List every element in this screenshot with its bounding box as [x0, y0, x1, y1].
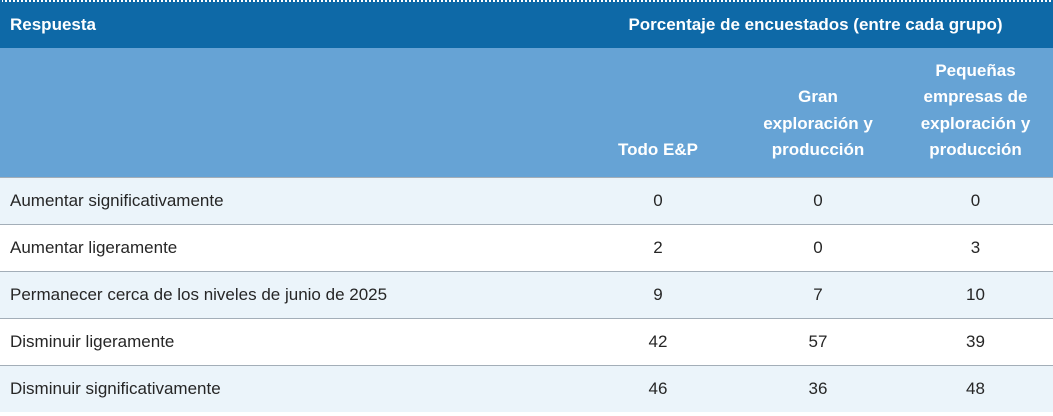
cell-value: 42: [578, 317, 738, 365]
cell-value: 36: [738, 364, 898, 412]
cell-value: 2: [578, 223, 738, 271]
column-header-respuesta: Respuesta: [0, 2, 578, 48]
cell-value: 9: [578, 270, 738, 318]
cell-value: 46: [578, 364, 738, 412]
table-row: Disminuir significativamente 46 36 48: [0, 364, 1053, 412]
table-row: Aumentar significativamente 0 0 0: [0, 176, 1053, 224]
cell-value: 0: [578, 176, 738, 224]
cell-value: 57: [738, 317, 898, 365]
cell-value: 0: [898, 176, 1053, 224]
cell-value: 10: [898, 270, 1053, 318]
column-header-porcentaje: Porcentaje de encuestados (entre cada gr…: [578, 2, 1053, 48]
table-row: Permanecer cerca de los niveles de junio…: [0, 270, 1053, 318]
row-label: Permanecer cerca de los niveles de junio…: [0, 270, 578, 318]
subheader-empty-cell: [0, 48, 578, 177]
row-label: Disminuir significativamente: [0, 364, 578, 412]
row-label: Aumentar significativamente: [0, 176, 578, 224]
cell-value: 39: [898, 317, 1053, 365]
column-header-gran-exploracion: Gran exploración y producción: [738, 48, 898, 177]
cell-value: 7: [738, 270, 898, 318]
cell-value: 48: [898, 364, 1053, 412]
table-subheader-row: Todo E&P Gran exploración y producción P…: [0, 48, 1053, 177]
cell-value: 3: [898, 223, 1053, 271]
table-row: Disminuir ligeramente 42 57 39: [0, 317, 1053, 365]
row-label: Aumentar ligeramente: [0, 223, 578, 271]
table-header-row: Respuesta Porcentaje de encuestados (ent…: [0, 2, 1053, 48]
cell-value: 0: [738, 223, 898, 271]
table-row: Aumentar ligeramente 2 0 3: [0, 223, 1053, 271]
column-header-pequenas-empresas: Pequeñas empresas de exploración y produ…: [898, 48, 1053, 177]
cell-value: 0: [738, 176, 898, 224]
row-label: Disminuir ligeramente: [0, 317, 578, 365]
column-header-todo-ep: Todo E&P: [578, 48, 738, 177]
